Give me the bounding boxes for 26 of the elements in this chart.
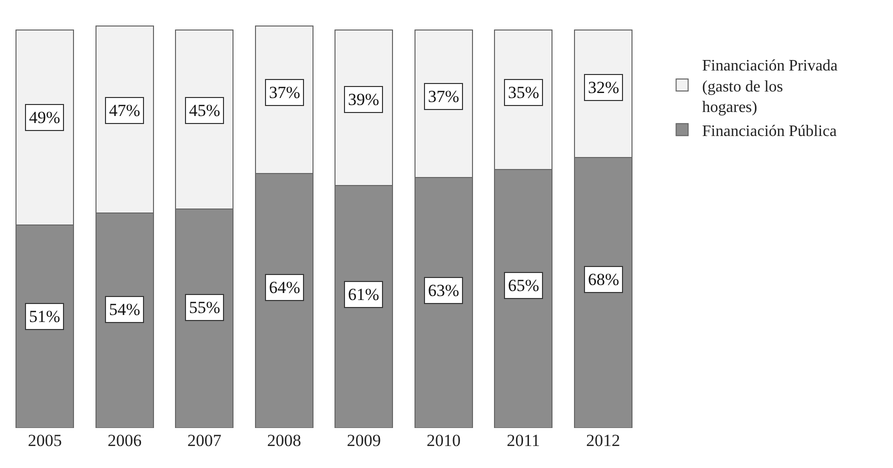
x-tick-label: 2011 xyxy=(506,431,540,450)
data-label: 35% xyxy=(508,83,540,102)
legend-label: Financiación Privada (gasto de los hogares) xyxy=(702,57,838,116)
x-tick-label: 2007 xyxy=(187,431,222,450)
legend-label: Financiación Pública xyxy=(702,122,837,140)
data-label: 63% xyxy=(428,281,460,300)
x-tick-label: 2012 xyxy=(586,431,620,450)
data-label: 37% xyxy=(428,87,460,106)
data-label: 55% xyxy=(189,298,220,317)
data-label: 51% xyxy=(29,307,60,326)
data-label: 61% xyxy=(348,285,380,304)
data-label: 65% xyxy=(508,276,540,295)
data-label: 47% xyxy=(109,101,140,120)
data-label: 32% xyxy=(588,78,620,97)
data-label: 39% xyxy=(348,90,380,109)
data-label: 37% xyxy=(269,83,300,102)
data-label: 68% xyxy=(588,270,620,289)
x-tick-label: 2008 xyxy=(267,431,302,450)
data-label: 49% xyxy=(29,108,60,127)
x-tick-label: 2006 xyxy=(108,431,142,450)
data-label: 45% xyxy=(189,101,220,120)
x-tick-label: 2010 xyxy=(426,431,461,450)
data-label: 64% xyxy=(269,278,300,297)
x-tick-label: 2009 xyxy=(346,431,381,450)
x-tick-label: 2005 xyxy=(28,431,62,450)
data-label: 54% xyxy=(109,300,140,319)
